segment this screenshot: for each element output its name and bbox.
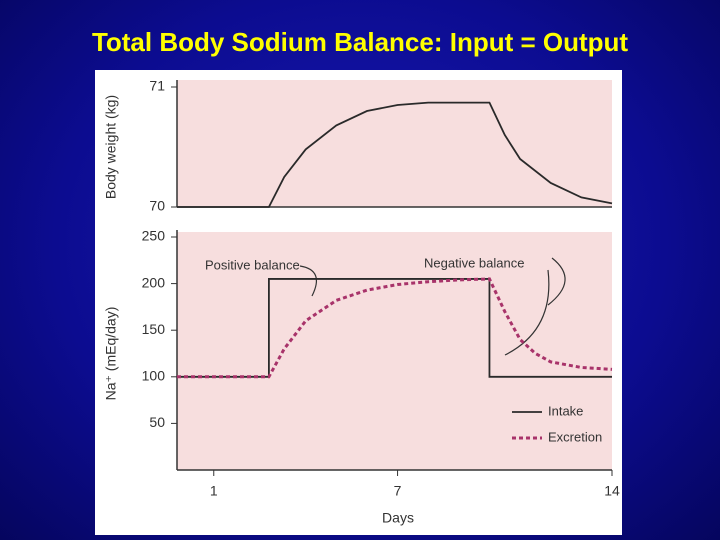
y-tick-label: 250 [142, 228, 166, 244]
x-tick-label: 7 [394, 483, 402, 499]
x-axis-label: Days [382, 510, 414, 526]
y-axis-label: Body weight (kg) [103, 95, 119, 199]
x-tick-label: 1 [210, 483, 218, 499]
annotation: Positive balance [205, 257, 300, 272]
plot-area [177, 80, 612, 207]
y-tick-label: 70 [149, 198, 165, 214]
legend-label: Intake [548, 403, 583, 418]
x-tick-label: 14 [604, 483, 620, 499]
series-line [177, 277, 613, 379]
arrow [299, 265, 318, 297]
y-tick-label: 50 [149, 414, 165, 430]
y-tick-label: 200 [142, 274, 166, 290]
legend-label: Excretion [548, 429, 602, 444]
y-tick-label: 100 [142, 368, 166, 384]
arrow [504, 269, 550, 356]
annotation: Negative balance [424, 255, 524, 270]
arrow [547, 257, 566, 306]
plot-area [177, 232, 612, 470]
annotation-arrows [299, 257, 566, 356]
y-tick-label: 150 [142, 321, 166, 337]
slide-title: Total Body Sodium Balance: Input = Outpu… [92, 27, 628, 57]
series-line [177, 101, 613, 208]
y-tick-label: 71 [149, 78, 165, 94]
series-line [177, 278, 612, 378]
y-axis-label: Na⁺ (mEq/day) [103, 307, 119, 401]
